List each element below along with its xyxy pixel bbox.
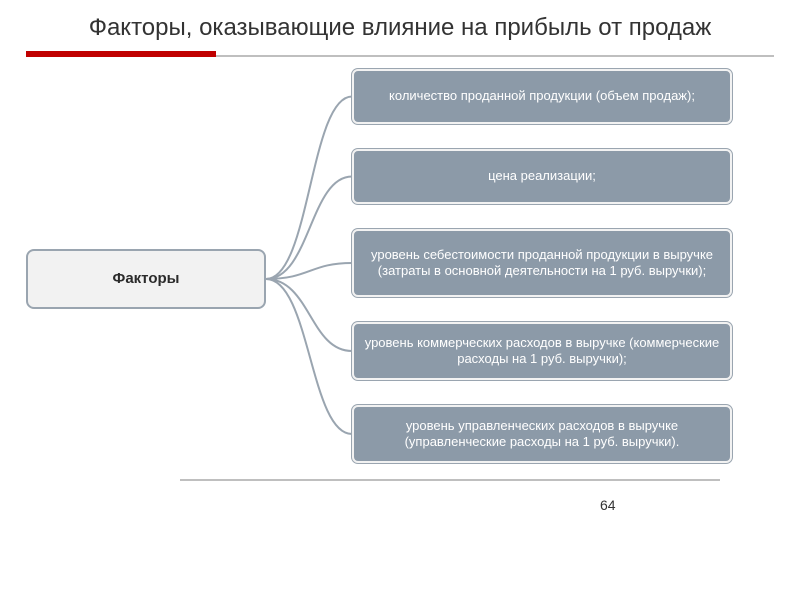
child-label-2: уровень себестоимости проданной продукци… xyxy=(364,247,720,280)
title-underline xyxy=(0,51,800,59)
child-node-3: уровень коммерческих расходов в выручке … xyxy=(352,322,732,380)
child-node-2: уровень себестоимости проданной продукци… xyxy=(352,229,732,297)
child-label-1: цена реализации; xyxy=(488,168,596,184)
page-title: Факторы, оказывающие влияние на прибыль … xyxy=(0,0,800,51)
child-label-3: уровень коммерческих расходов в выручке … xyxy=(364,335,720,368)
child-node-0: количество проданной продукции (объем пр… xyxy=(352,69,732,124)
root-node: Факторы xyxy=(26,249,266,309)
child-node-4: уровень управленческих расходов в выручк… xyxy=(352,405,732,463)
root-label: Факторы xyxy=(113,270,180,287)
child-node-1: цена реализации; xyxy=(352,149,732,204)
child-label-4: уровень управленческих расходов в выручк… xyxy=(364,418,720,451)
bottom-divider xyxy=(180,479,720,481)
page-number: 64 xyxy=(600,497,616,513)
underline-red xyxy=(26,51,216,57)
factors-diagram: Факторы 64 количество проданной продукци… xyxy=(0,59,800,529)
child-label-0: количество проданной продукции (объем пр… xyxy=(389,88,695,104)
